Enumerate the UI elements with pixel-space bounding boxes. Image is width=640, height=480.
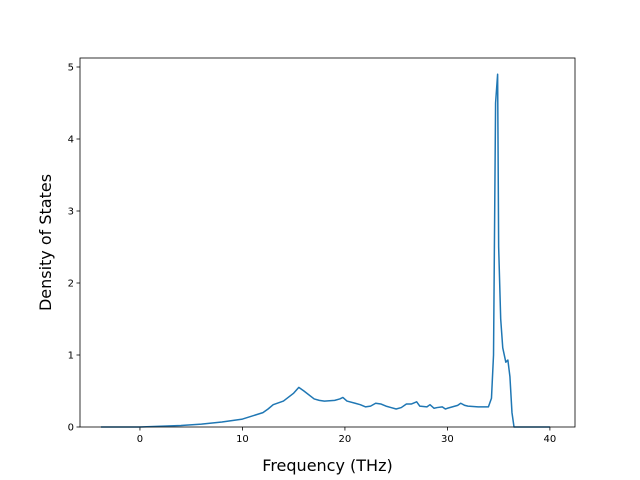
x-tick-label: 40 <box>544 434 557 445</box>
line <box>101 73 550 428</box>
y-tick-label: 1 <box>68 351 74 362</box>
plot-frame <box>79 57 576 428</box>
y-tick-label: 3 <box>68 207 74 218</box>
y-tick-label: 4 <box>68 135 74 146</box>
y-tick-label: 0 <box>68 423 74 434</box>
x-axis-label: Frequency (THz) <box>262 456 392 475</box>
x-tick-label: 0 <box>137 434 143 445</box>
y-axis-label: Density of States <box>36 174 55 311</box>
x-tick-label: 10 <box>236 434 249 445</box>
x-tick-label: 20 <box>339 434 352 445</box>
y-tick-label: 2 <box>68 279 74 290</box>
x-tick-label: 30 <box>441 434 454 445</box>
y-tick-label: 5 <box>68 63 74 74</box>
